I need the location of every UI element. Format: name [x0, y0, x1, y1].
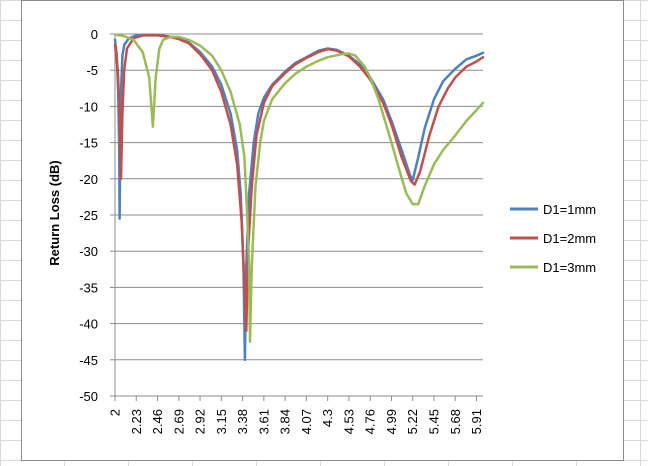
series-line-2[interactable]: [113, 34, 485, 333]
y-axis-tick-labels: 0 -5 -10 -15 -20 -25 -30 -35 -40 -45 -50: [79, 27, 98, 404]
y-tick-label: -5: [86, 63, 98, 78]
x-tick-label: 4.76: [363, 409, 378, 434]
x-tick-label: 3.38: [235, 409, 250, 434]
x-tick-label: 4.07: [299, 409, 314, 434]
x-tick-label: 5.22: [405, 409, 420, 434]
y-tick-label: -50: [79, 389, 98, 404]
axes: [110, 33, 483, 401]
x-tick-label: 2.69: [171, 409, 186, 434]
x-tick-label: 3.61: [256, 409, 271, 434]
x-tick-label: 2.23: [129, 409, 144, 434]
y-axis-title: Return Loss (dB): [47, 160, 62, 265]
x-tick-label: 4.99: [384, 409, 399, 434]
x-tick-label: 3.15: [214, 409, 229, 434]
x-tick-label: 4.3: [320, 409, 335, 427]
x-tick-label: 2.92: [193, 409, 208, 434]
return-loss-chart: 0 -5 -10 -15 -20 -25 -30 -35 -40 -45 -50 2 2.23 2.46…: [22, 1, 623, 460]
y-tick-label: -35: [79, 280, 98, 295]
legend-label: D1=3mm: [543, 260, 596, 275]
x-tick-label: 4.53: [341, 409, 356, 434]
y-tick-label: -45: [79, 353, 98, 368]
series-line-3[interactable]: [113, 33, 485, 343]
y-tick-label: -20: [79, 172, 98, 187]
legend-label: D1=2mm: [543, 231, 596, 246]
x-axis-tick-labels: 2 2.23 2.46 2.69 2.92 3.15 3.38 3.61 3.84 4.07 4.3…: [108, 409, 485, 434]
x-tick-label: 5.91: [469, 409, 484, 434]
plot-area-series: [113, 33, 485, 362]
x-tick-label: 2.46: [150, 409, 165, 434]
y-tick-label: -25: [79, 208, 98, 223]
y-tick-label: -10: [79, 99, 98, 114]
x-tick-label: 2: [108, 409, 123, 416]
legend-label: D1=1mm: [543, 202, 596, 217]
x-tick-label: 5.45: [426, 409, 441, 434]
y-tick-label: 0: [91, 27, 98, 42]
x-tick-label: 3.84: [278, 409, 293, 434]
x-tick-label: 5.68: [448, 409, 463, 434]
chart-area[interactable]: 0 -5 -10 -15 -20 -25 -30 -35 -40 -45 -50 2 2.23 2.46…: [21, 0, 624, 461]
series-line-1[interactable]: [113, 33, 485, 362]
y-tick-label: -40: [79, 317, 98, 332]
y-tick-label: -15: [79, 136, 98, 151]
legend[interactable]: D1=1mm D1=2mm D1=3mm: [510, 202, 596, 275]
y-tick-label: -30: [79, 244, 98, 259]
